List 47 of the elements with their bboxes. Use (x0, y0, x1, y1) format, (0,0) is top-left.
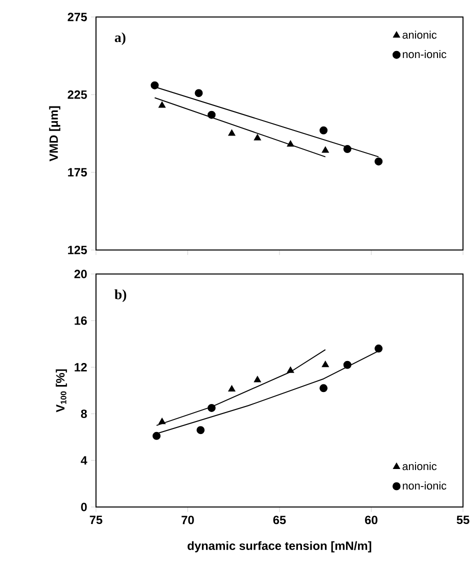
point (374, 157, 383, 166)
point (150, 81, 159, 90)
x-tick-label: 55 (456, 516, 470, 524)
x-tick-label: 65 (273, 516, 286, 524)
point (228, 129, 236, 136)
point (343, 360, 352, 369)
point (322, 360, 329, 368)
point (228, 385, 236, 392)
point (320, 126, 328, 134)
y-tick-label: 8 (81, 410, 87, 418)
annotation: b) (114, 289, 126, 302)
y-tick-label: 4 (80, 456, 88, 465)
annotation: a) (114, 32, 126, 46)
point (254, 376, 261, 382)
point (286, 140, 294, 147)
y-tick-label: 0 (81, 502, 87, 512)
point (320, 384, 328, 392)
point (374, 344, 383, 353)
y-axis-title: VMD [μm] (49, 106, 60, 162)
y-tick-label: 275 (68, 12, 87, 22)
x-tick-label: 70 (182, 516, 194, 524)
legend-label: non-ionic (402, 482, 446, 490)
point (286, 366, 294, 373)
x-tick-label: 75 (90, 516, 102, 524)
point (196, 426, 205, 434)
point (194, 89, 203, 98)
point (343, 145, 352, 154)
y-tick-label: 125 (68, 246, 87, 254)
legend-label: non-ionic (402, 50, 446, 58)
y-tick-label: 12 (74, 363, 87, 372)
point (322, 146, 329, 153)
y-tick-label: 16 (74, 316, 87, 325)
y-tick-label: 20 (74, 270, 87, 278)
legend-label: anionic (402, 30, 437, 39)
point (158, 102, 166, 108)
point (208, 404, 216, 412)
y-axis-title: V$_{100}$ [%] (56, 369, 67, 412)
line-series (156, 349, 326, 426)
point (208, 110, 216, 119)
point (152, 432, 161, 440)
point (254, 134, 261, 140)
x-axis-title: dynamic surface tension [mN/m] (188, 541, 372, 552)
point (158, 418, 166, 424)
y-tick-label: 225 (68, 90, 87, 99)
legend-label: anionic (402, 462, 437, 470)
x-tick-label: 60 (365, 516, 378, 524)
y-tick-label: 175 (68, 168, 87, 176)
